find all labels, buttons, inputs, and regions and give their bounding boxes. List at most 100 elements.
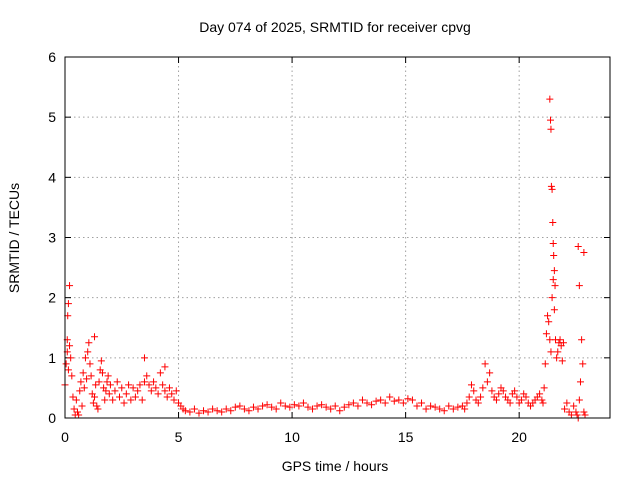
data-point <box>272 405 280 413</box>
data-point <box>86 360 94 368</box>
data-point <box>318 401 326 409</box>
data-point <box>87 372 95 380</box>
x-tick-label: 10 <box>284 429 300 445</box>
data-point <box>109 396 117 404</box>
data-point <box>140 354 148 362</box>
y-tick-label: 3 <box>48 230 56 246</box>
data-point <box>574 243 582 251</box>
data-point <box>231 403 239 411</box>
data-point <box>152 384 160 392</box>
data-point <box>78 402 86 410</box>
data-point <box>580 249 588 257</box>
data-point <box>499 387 507 395</box>
data-point <box>542 330 550 338</box>
data-point <box>558 357 566 365</box>
data-point <box>390 397 398 405</box>
data-point <box>445 402 453 410</box>
data-point <box>213 407 221 415</box>
data-point <box>550 306 558 314</box>
data-point <box>94 405 102 413</box>
data-point <box>345 401 353 409</box>
data-point <box>481 360 489 368</box>
data-point <box>331 402 339 410</box>
data-point <box>286 403 294 411</box>
data-point <box>536 390 544 398</box>
y-tick-label: 6 <box>48 49 56 65</box>
data-point <box>465 393 473 401</box>
data-point <box>580 408 588 416</box>
data-point <box>125 381 133 389</box>
y-tick-label: 5 <box>48 109 56 125</box>
data-point <box>154 390 162 398</box>
data-point <box>547 125 555 133</box>
data-point <box>440 407 448 415</box>
data-point <box>372 397 380 405</box>
data-point <box>181 407 189 415</box>
data-point <box>395 396 403 404</box>
data-point <box>377 396 385 404</box>
data-point <box>116 393 123 401</box>
data-point <box>245 407 253 415</box>
grid-lines <box>65 57 610 418</box>
plot-frame <box>64 56 611 419</box>
data-point <box>73 408 81 416</box>
data-point <box>66 342 74 350</box>
data-point <box>548 185 556 193</box>
data-point <box>106 381 114 389</box>
data-point <box>240 405 248 413</box>
data-point <box>85 339 93 347</box>
data-point <box>143 372 151 380</box>
data-point <box>190 405 198 413</box>
y-axis-label: SRMTID / TECUs <box>6 183 22 293</box>
data-point <box>111 387 119 395</box>
data-point <box>80 384 88 392</box>
data-point <box>470 387 478 395</box>
data-point <box>556 336 564 344</box>
data-point <box>150 378 158 386</box>
data-point <box>81 354 89 362</box>
data-point <box>454 403 462 411</box>
data-point <box>422 405 430 413</box>
data-point <box>91 333 99 341</box>
data-point <box>463 399 471 407</box>
data-point <box>131 393 139 401</box>
data-point <box>579 360 587 368</box>
data-point <box>95 378 103 386</box>
data-point <box>218 408 226 416</box>
data-point <box>539 399 547 407</box>
y-tick-label: 1 <box>48 350 56 366</box>
data-point <box>576 378 584 386</box>
data-point <box>209 405 217 413</box>
data-point <box>479 384 487 392</box>
data-point <box>492 396 500 404</box>
data-point <box>97 357 105 365</box>
data-point <box>340 403 348 411</box>
data-point <box>161 363 169 371</box>
data-point <box>549 218 557 226</box>
data-point <box>204 408 212 416</box>
data-point <box>544 312 552 320</box>
data-point <box>102 387 110 395</box>
data-point <box>195 409 203 417</box>
data-point <box>336 407 344 415</box>
data-point <box>522 393 530 401</box>
y-tick-label: 4 <box>48 169 56 185</box>
data-point <box>101 396 109 404</box>
data-point <box>69 393 77 401</box>
data-point <box>156 369 164 377</box>
data-point <box>513 393 521 401</box>
data-point <box>477 393 485 401</box>
x-tick-label: 0 <box>61 429 69 445</box>
data-point <box>83 375 91 383</box>
data-point <box>268 403 276 411</box>
data-point <box>89 399 97 407</box>
data-point <box>79 369 87 377</box>
data-point <box>200 407 208 415</box>
data-point <box>517 396 525 404</box>
data-point <box>408 396 416 404</box>
data-point <box>67 354 75 362</box>
data-point <box>436 405 444 413</box>
data-point <box>322 403 330 411</box>
